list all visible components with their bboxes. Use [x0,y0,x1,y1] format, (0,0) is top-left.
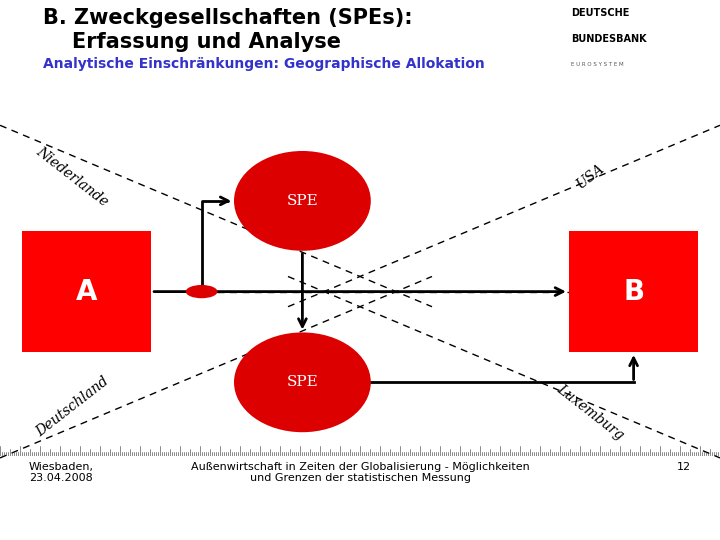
Text: Deutschland: Deutschland [33,374,111,439]
Text: Analytische Einschränkungen: Geographische Allokation: Analytische Einschränkungen: Geographisc… [43,57,485,71]
Text: A: A [76,278,97,306]
Text: E U R O S Y S T E M: E U R O S Y S T E M [571,62,624,67]
Text: Außenwirtschaft in Zeiten der Globalisierung - Möglichkeiten
und Grenzen der sta: Außenwirtschaft in Zeiten der Globalisie… [191,462,529,483]
Bar [22,231,151,352]
Text: SPE: SPE [287,375,318,389]
Text: Erfassung und Analyse: Erfassung und Analyse [72,32,341,52]
Ellipse shape [234,151,371,251]
Circle shape [186,285,217,298]
Text: SPE: SPE [287,194,318,208]
Text: USA: USA [574,161,607,192]
Text: Luxemburg: Luxemburg [554,382,626,443]
Text: Niederlande: Niederlande [33,144,111,209]
Text: DEUTSCHE: DEUTSCHE [571,8,629,18]
Text: Wiesbaden,
23.04.2008: Wiesbaden, 23.04.2008 [29,462,94,483]
Ellipse shape [234,333,371,432]
Bar [569,231,698,352]
Text: 12: 12 [677,462,691,472]
Text: B: B [623,278,644,306]
Text: BUNDESBANK: BUNDESBANK [571,33,647,44]
Text: B. Zweckgesellschaften (SPEs):: B. Zweckgesellschaften (SPEs): [43,8,413,28]
